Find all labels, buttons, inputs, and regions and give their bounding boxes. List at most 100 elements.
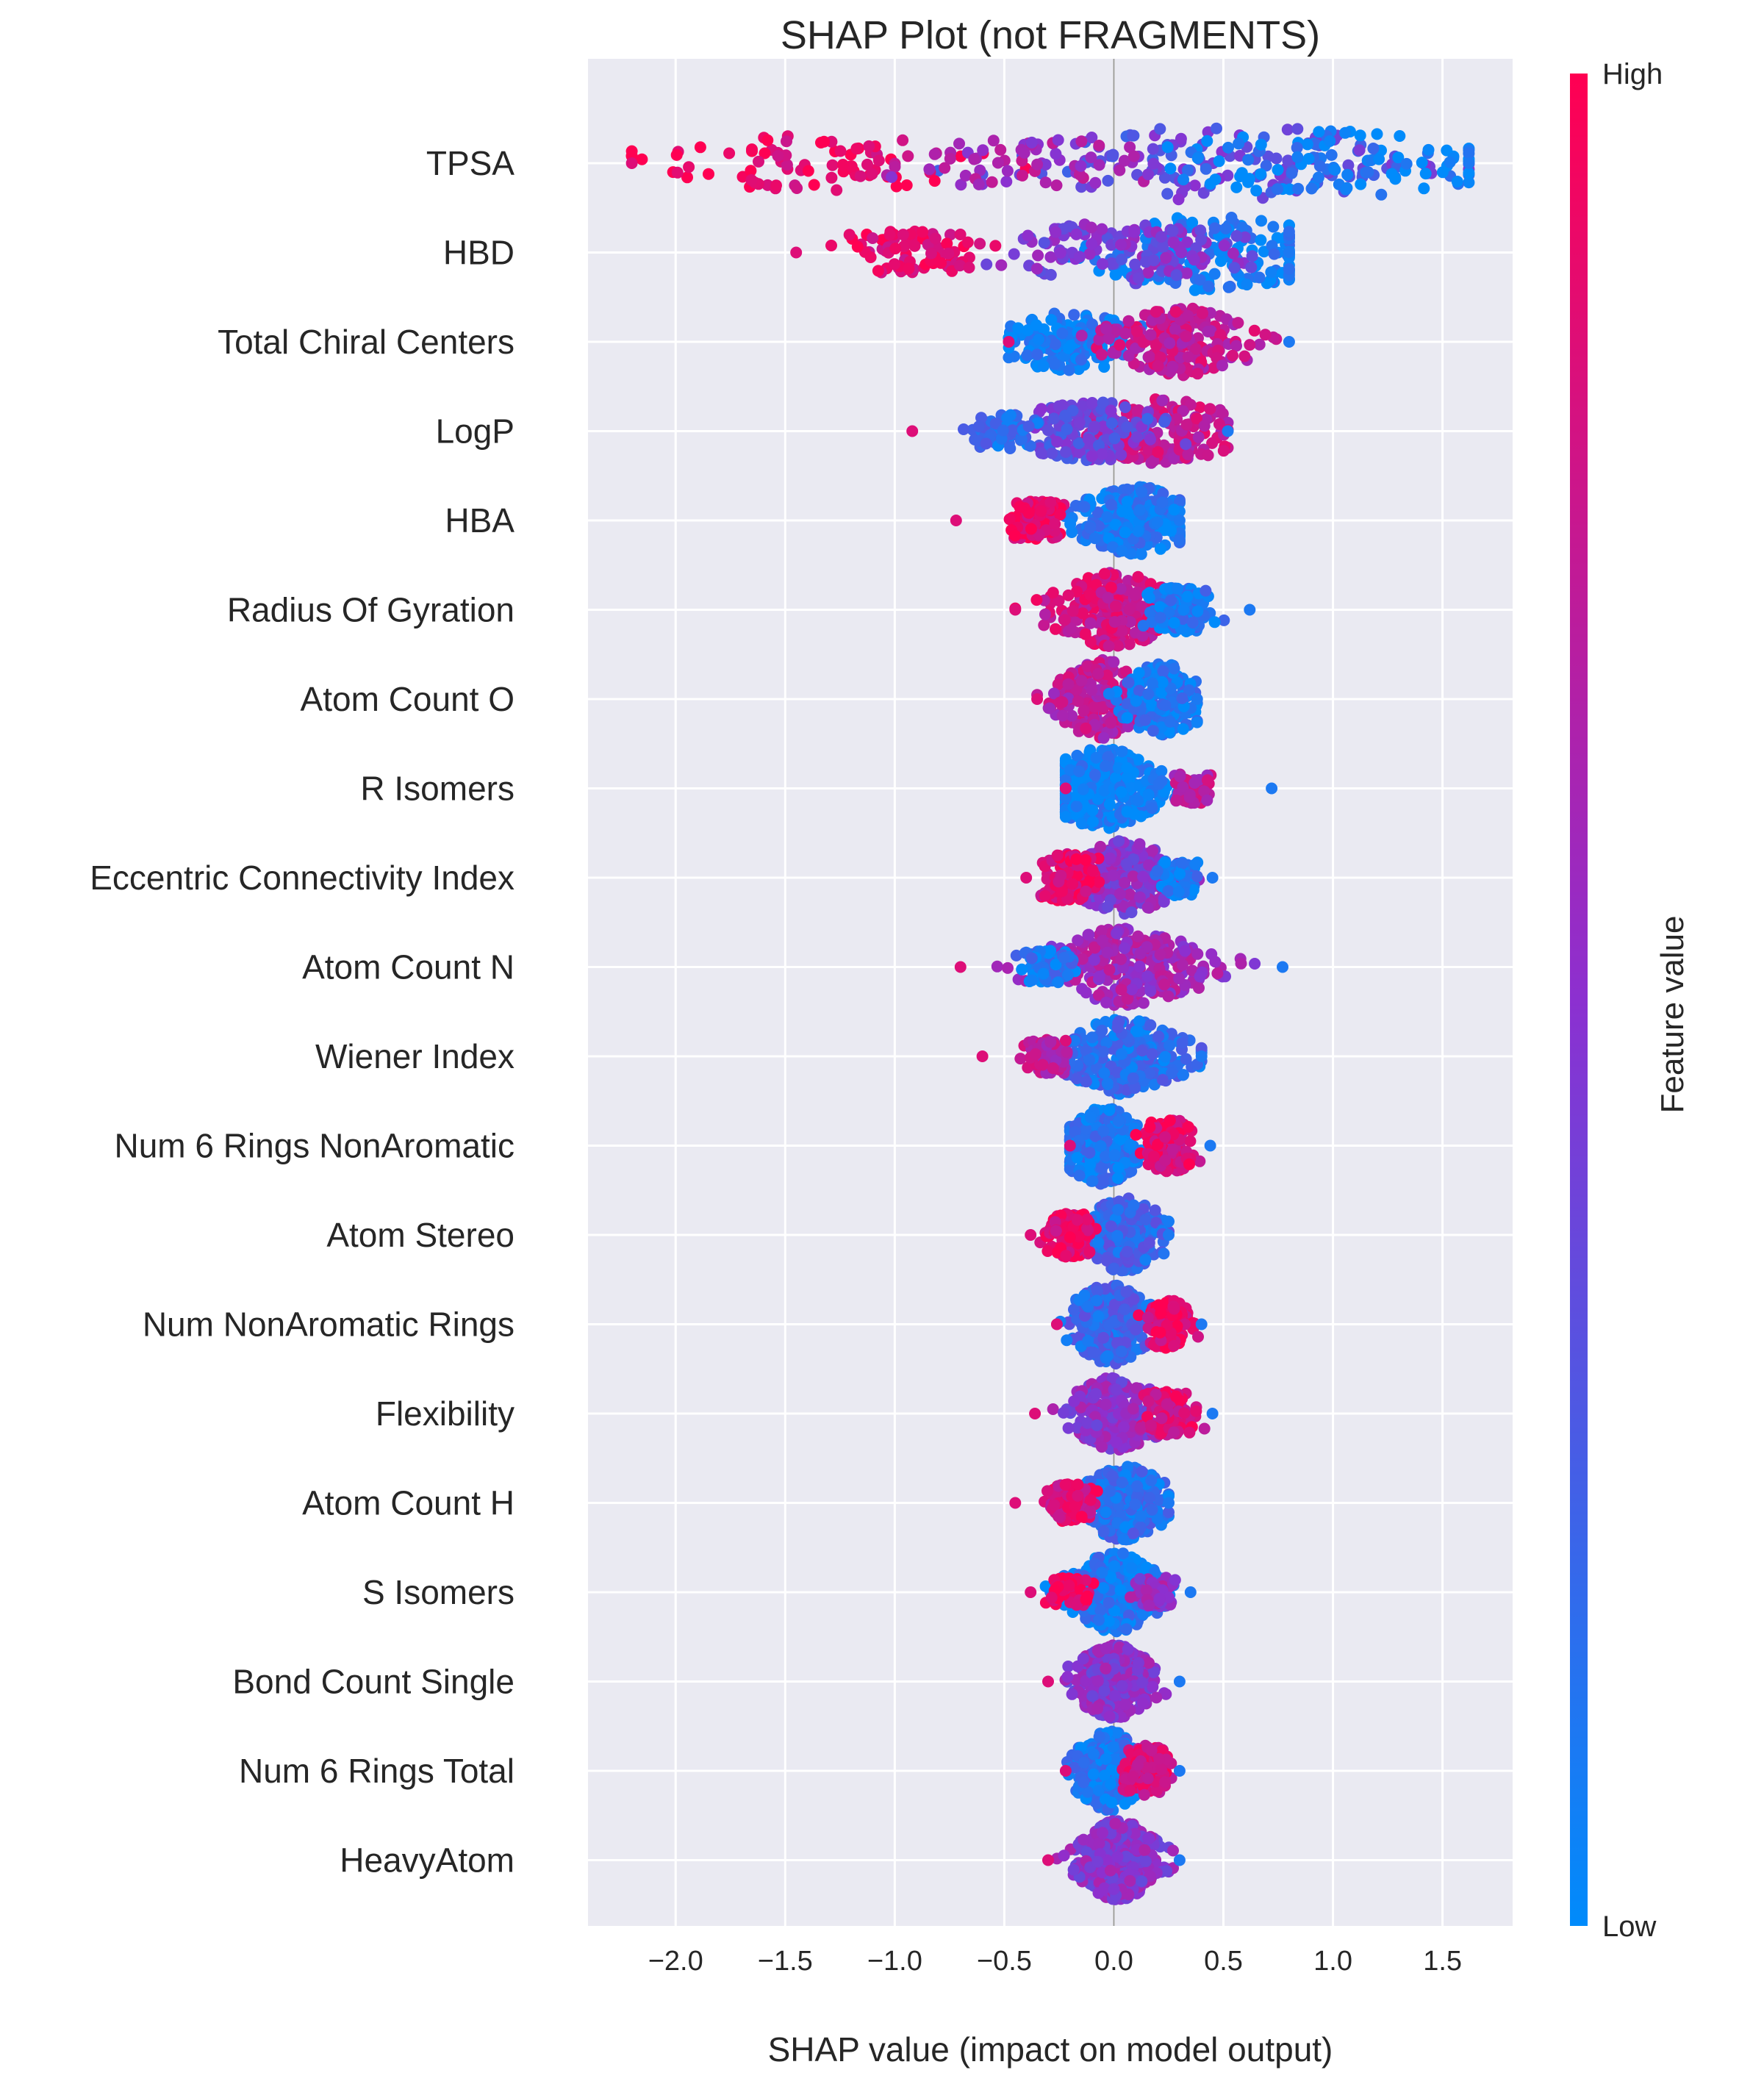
shap-point: [1075, 329, 1088, 342]
shap-point: [1002, 961, 1014, 974]
shap-point: [1132, 525, 1144, 537]
shap-point: [1313, 160, 1326, 172]
shap-point: [1152, 359, 1164, 372]
shap-point: [1083, 1246, 1096, 1258]
shap-extreme-point: [954, 961, 967, 973]
shap-point: [1088, 953, 1100, 966]
shap-point: [1141, 412, 1154, 425]
shap-point: [1124, 141, 1136, 154]
shap-point: [1259, 329, 1272, 341]
shap-point: [1173, 973, 1185, 984]
shap-point: [1098, 361, 1111, 373]
shap-point: [1021, 349, 1033, 362]
shap-point: [1093, 140, 1105, 151]
shap-point: [1136, 1045, 1148, 1057]
shap-point: [1255, 215, 1267, 227]
shap-point: [1244, 173, 1255, 185]
shap-point: [1158, 171, 1171, 184]
shap-point: [1419, 168, 1432, 180]
shap-point: [1022, 420, 1035, 432]
shap-point: [1047, 587, 1059, 599]
shap-point: [1211, 967, 1224, 980]
shap-point: [703, 168, 714, 180]
shap-point: [1100, 996, 1113, 1009]
shap-point: [1044, 945, 1057, 957]
shap-point: [986, 176, 998, 188]
shap-point: [883, 229, 896, 241]
shap-point: [886, 171, 898, 183]
shap-point: [1233, 137, 1245, 150]
shap-point: [1121, 806, 1133, 818]
shap-point: [745, 165, 757, 177]
shap-extreme-point: [1277, 961, 1288, 973]
shap-point: [1102, 687, 1115, 700]
shap-point: [1146, 1048, 1158, 1060]
shap-point: [1312, 171, 1324, 184]
shap-point: [791, 182, 803, 194]
shap-point: [1114, 888, 1126, 900]
shap-point: [974, 237, 986, 250]
shap-point: [1059, 446, 1072, 458]
shap-point: [1065, 339, 1078, 351]
shap-point: [1156, 394, 1169, 407]
shap-point: [1111, 1230, 1124, 1242]
shap-point: [1115, 984, 1127, 996]
shap-point: [1046, 447, 1058, 459]
shap-point: [1144, 985, 1157, 998]
shap-point: [1100, 323, 1113, 335]
shap-point: [1122, 676, 1135, 689]
shap-point: [1222, 141, 1234, 154]
shap-point: [1048, 358, 1061, 370]
shap-point: [1006, 424, 1019, 437]
shap-extreme-point: [976, 1050, 989, 1062]
shap-extreme-point: [1283, 336, 1295, 348]
shap-point: [866, 168, 878, 180]
shap-point: [1182, 351, 1194, 363]
shap-point: [1216, 407, 1229, 420]
shap-point: [1107, 148, 1119, 161]
shap-point: [1182, 309, 1194, 322]
shap-point: [1154, 542, 1166, 555]
shap-point: [1142, 789, 1155, 801]
shap-point: [1137, 870, 1149, 883]
shap-point: [1016, 963, 1028, 975]
shap-point: [1143, 592, 1155, 604]
shap-point: [1083, 1147, 1096, 1159]
shap-point: [1063, 364, 1075, 376]
shap-point: [1050, 226, 1062, 238]
shap-point: [761, 134, 774, 146]
shap-extreme-point: [1204, 1139, 1216, 1152]
shap-point: [1022, 229, 1034, 242]
shap-point: [1272, 164, 1284, 176]
shap-point: [1191, 152, 1204, 165]
shap-point: [1174, 867, 1186, 880]
shap-point: [1086, 318, 1098, 331]
shap-point: [1072, 437, 1085, 449]
shap-point: [939, 162, 951, 174]
shap-point: [1158, 978, 1171, 991]
shap-point: [1355, 178, 1367, 190]
shap-point: [1194, 401, 1206, 414]
shap-point: [1018, 146, 1030, 159]
shap-point: [1181, 164, 1194, 176]
shap-point: [1197, 307, 1208, 320]
shap-point: [1132, 570, 1144, 583]
shap-point: [1077, 607, 1089, 620]
shap-point: [1069, 500, 1082, 512]
shap-point: [1235, 957, 1247, 970]
shap-point: [1144, 329, 1157, 341]
shap-point: [1202, 449, 1214, 462]
shap-point: [991, 960, 1003, 973]
shap-point: [1133, 272, 1145, 284]
shap-point: [1208, 616, 1221, 628]
shap-point: [1061, 1046, 1073, 1059]
shap-point: [1341, 168, 1354, 181]
shap-point: [941, 237, 953, 250]
feature-row-dots: [625, 122, 1475, 206]
shap-point: [1103, 1104, 1116, 1117]
shap-point: [903, 262, 915, 275]
shap-point: [1143, 351, 1155, 363]
shap-point: [1059, 1034, 1072, 1047]
shap-point: [1342, 159, 1355, 171]
shap-point: [888, 258, 900, 271]
